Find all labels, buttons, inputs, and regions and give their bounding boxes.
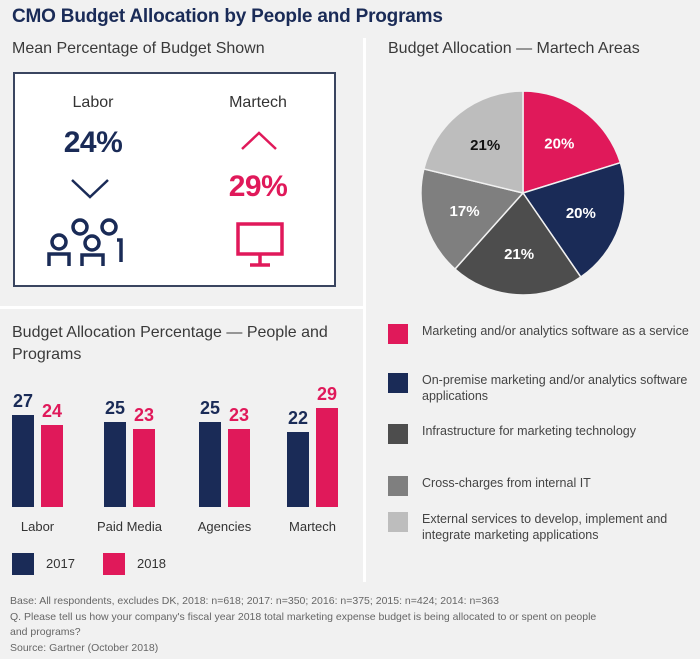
bar-value-label: 24	[41, 401, 63, 422]
pie-legend-label: Marketing and/or analytics software as a…	[422, 324, 689, 338]
pie-legend-swatch	[388, 512, 408, 532]
pie-slice-label: 17%	[450, 203, 480, 220]
legend-swatch-2018	[103, 553, 125, 575]
chevron-up-icon	[241, 131, 277, 150]
footnote-base: Base: All respondents, excludes DK, 2018…	[10, 595, 499, 607]
bar-value-label: 27	[12, 391, 34, 412]
kpi-labor-label: Labor	[72, 94, 114, 111]
pie-slice-0	[522, 90, 622, 195]
pie-slice-label: 20%	[566, 205, 596, 222]
pie-legend-label: External services to develop, implement …	[422, 512, 668, 542]
kpi-box: Labor 24% Martech 29%	[13, 72, 336, 287]
bar-value-label: 22	[287, 408, 309, 429]
bar-value-label: 23	[133, 404, 155, 425]
legend-label-2018: 2018	[137, 556, 166, 571]
bar-value-label: 29	[316, 384, 338, 405]
bar-martech-2017	[287, 432, 309, 507]
category-label: Paid Media	[96, 519, 163, 534]
kpi-martech-value: 29%	[228, 170, 288, 203]
chevron-down-icon	[71, 179, 109, 199]
bar-labor-2017	[12, 415, 34, 507]
bar-value-label: 25	[104, 398, 126, 418]
footnotes: Base: All respondents, excludes DK, 2018…	[10, 594, 690, 656]
bar-value-label: 23	[228, 404, 250, 425]
bar-martech-2018	[316, 408, 338, 507]
pie-chart-title: Budget Allocation — Martech Areas	[388, 40, 640, 57]
people-group-icon	[47, 218, 123, 266]
pie-legend-swatch	[388, 324, 408, 344]
kpi-labor-value: 24%	[63, 126, 123, 159]
pie-chart: 20% 20% 21% 17% 21%	[420, 90, 626, 296]
main-title: CMO Budget Allocation by People and Prog…	[12, 6, 443, 27]
pie-legend-swatch	[388, 476, 408, 496]
kpi-martech-label: Martech	[229, 94, 287, 111]
legend-label-2017: 2017	[46, 556, 75, 571]
monitor-icon	[236, 222, 284, 267]
pie-slice-label: 21%	[504, 246, 534, 263]
pie-slice-label: 20%	[544, 136, 574, 153]
bar-chart: 27 24 Labor 25 23 Paid Media 25 23 Agencies 22 29 M…	[0, 0, 365, 600]
vertical-divider	[363, 38, 366, 582]
horizontal-divider	[0, 306, 365, 309]
pie-legend-swatch	[388, 424, 408, 444]
legend-swatch-2017	[12, 553, 34, 575]
pie-slice-2	[453, 191, 582, 296]
pie-slice-label: 21%	[470, 137, 500, 154]
pie-slice-1	[521, 161, 626, 279]
bar-labor-2018	[41, 425, 63, 507]
footnote-source: Source: Gartner (October 2018)	[10, 641, 159, 654]
category-label: Martech	[289, 519, 336, 534]
category-label: Labor	[20, 519, 55, 534]
pie-slice-3	[420, 168, 525, 271]
pie-legend-swatch	[388, 373, 408, 393]
kpi-heading: Mean Percentage of Budget Shown	[12, 40, 265, 57]
pie-slice-4	[422, 90, 524, 194]
bar-agencies-2017	[199, 422, 221, 507]
bar-paid-media-2017	[104, 422, 126, 507]
category-label: Agencies	[197, 519, 252, 534]
pie-legend-label: Infrastructure for marketing technology	[422, 424, 636, 438]
bar-chart-title: Budget Allocation Percentage — People an…	[12, 324, 328, 363]
bar-paid-media-2018	[133, 428, 155, 507]
pie-legend-label: Cross-charges from internal IT	[422, 476, 591, 490]
bar-value-label: 25	[199, 398, 221, 418]
pie-legend-label: On-premise marketing and/or analytics so…	[422, 373, 688, 403]
bar-agencies-2018	[228, 428, 250, 507]
footnote-question: Q. Please tell us how your company's fis…	[10, 610, 597, 639]
